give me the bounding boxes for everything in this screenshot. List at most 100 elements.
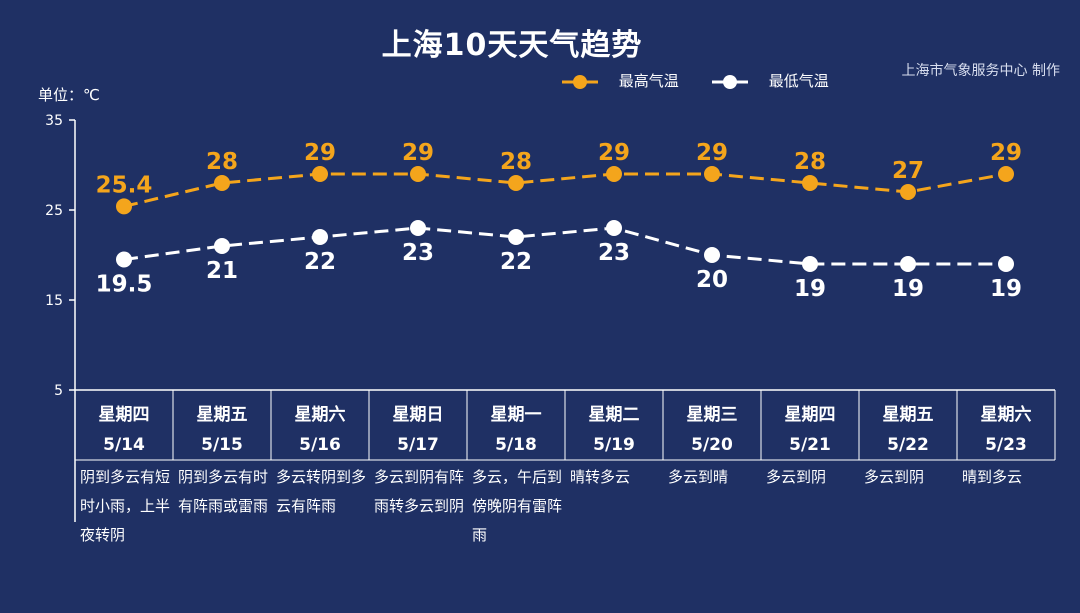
weather-description: 晴到多云 bbox=[962, 468, 1023, 486]
data-label-high: 29 bbox=[696, 140, 728, 166]
data-point-high bbox=[116, 198, 132, 215]
legend-marker-low bbox=[712, 74, 748, 89]
weekday-label: 星期日 bbox=[392, 405, 444, 425]
date-label: 5/20 bbox=[691, 435, 733, 455]
data-label-low: 22 bbox=[304, 249, 336, 275]
y-tick-label: 15 bbox=[45, 293, 63, 309]
day-header: 星期五 5/22 bbox=[859, 400, 957, 460]
data-label-low: 23 bbox=[598, 240, 630, 266]
chart-title: 上海10天天气趋势 bbox=[381, 28, 643, 63]
legend-item-low: 最低气温 bbox=[710, 70, 829, 92]
data-point-high bbox=[704, 166, 720, 182]
day-header: 星期五 5/15 bbox=[173, 400, 271, 460]
date-label: 5/18 bbox=[495, 435, 537, 455]
data-label-low: 20 bbox=[696, 267, 728, 293]
weather-description: 多云到阴 bbox=[864, 468, 925, 486]
weekday-label: 星期三 bbox=[686, 405, 738, 425]
weather-description: 多云转阴到多云有阵雨 bbox=[276, 468, 367, 515]
data-point-low bbox=[802, 256, 818, 272]
day-header: 星期六 5/23 bbox=[957, 400, 1055, 460]
day-header: 星期二 5/19 bbox=[565, 400, 663, 460]
weekday-label: 星期四 bbox=[784, 405, 836, 425]
data-point-high bbox=[214, 175, 230, 191]
day-header: 星期六 5/16 bbox=[271, 400, 369, 460]
data-point-high bbox=[508, 175, 524, 191]
y-tick-label: 25 bbox=[45, 203, 63, 219]
data-label-high: 29 bbox=[304, 140, 336, 166]
data-point-low bbox=[704, 247, 720, 263]
data-label-high: 29 bbox=[990, 140, 1022, 166]
data-point-high bbox=[900, 184, 916, 200]
chart-points bbox=[116, 166, 1014, 272]
data-point-low bbox=[410, 220, 426, 236]
series-line-high bbox=[123, 172, 1007, 208]
data-point-high bbox=[802, 175, 818, 191]
date-label: 5/14 bbox=[103, 435, 145, 455]
data-label-low: 23 bbox=[402, 240, 434, 266]
data-point-low bbox=[606, 220, 622, 236]
weather-description: 阴到多云有时有阵雨或雷雨 bbox=[178, 468, 269, 515]
weather-description: 晴转多云 bbox=[570, 468, 631, 486]
legend-marker-high bbox=[562, 74, 598, 89]
data-label-low: 21 bbox=[206, 258, 238, 284]
data-point-high bbox=[998, 166, 1014, 182]
day-header: 星期四 5/21 bbox=[761, 400, 859, 460]
unit-label: 单位：℃ bbox=[38, 86, 100, 104]
data-point-low bbox=[214, 238, 230, 254]
weekday-label: 星期二 bbox=[588, 405, 640, 425]
legend-label-high: 最高气温 bbox=[618, 72, 679, 90]
day-header: 星期三 5/20 bbox=[663, 400, 761, 460]
data-point-high bbox=[312, 166, 328, 182]
data-label-high: 27 bbox=[892, 158, 924, 184]
data-point-low bbox=[508, 229, 524, 245]
credit-text: 上海市气象服务中心 制作 bbox=[901, 63, 1060, 79]
day-header: 星期一 5/18 bbox=[467, 400, 565, 460]
data-label-high: 28 bbox=[206, 149, 238, 175]
data-point-low bbox=[116, 251, 132, 268]
weekday-label: 星期五 bbox=[882, 405, 934, 425]
date-label: 5/23 bbox=[985, 435, 1027, 455]
day-header: 星期日 5/17 bbox=[369, 400, 467, 460]
weekday-label: 星期一 bbox=[490, 405, 542, 425]
data-point-high bbox=[410, 166, 426, 182]
data-label-low: 19 bbox=[794, 276, 826, 302]
data-point-high bbox=[606, 166, 622, 182]
y-tick-label: 35 bbox=[45, 113, 63, 129]
day-header: 星期四 5/14 bbox=[75, 400, 173, 460]
weather-description: 多云到阴有阵雨转多云到阴 bbox=[374, 468, 465, 515]
date-label: 5/16 bbox=[299, 435, 341, 455]
date-label: 5/19 bbox=[593, 435, 635, 455]
weather-description: 多云到阴 bbox=[766, 468, 827, 486]
data-label-low: 19 bbox=[892, 276, 924, 302]
y-tick-label: 5 bbox=[54, 383, 63, 399]
data-label-low: 22 bbox=[500, 249, 532, 275]
date-label: 5/15 bbox=[201, 435, 243, 455]
date-label: 5/21 bbox=[789, 435, 831, 455]
data-label-high: 28 bbox=[500, 149, 532, 175]
date-label: 5/22 bbox=[887, 435, 929, 455]
data-point-low bbox=[312, 229, 328, 245]
data-label-high: 25.4 bbox=[96, 172, 153, 198]
weekday-label: 星期六 bbox=[294, 405, 346, 425]
weekday-label: 星期六 bbox=[980, 405, 1032, 425]
data-label-high: 29 bbox=[598, 140, 630, 166]
weather-description: 多云到晴 bbox=[668, 468, 729, 486]
legend-label-low: 最低气温 bbox=[768, 72, 829, 90]
series-line-low bbox=[123, 226, 1006, 266]
chart-lines bbox=[123, 172, 1007, 266]
data-label-high: 29 bbox=[402, 140, 434, 166]
legend-item-high: 最高气温 bbox=[560, 70, 679, 92]
chart-value-labels: 25.4 28 29 29 28 29 29 28 27 29 19.5 21 22 23 22 23 20 19… bbox=[96, 140, 1022, 302]
data-point-low bbox=[900, 256, 916, 272]
date-label: 5/17 bbox=[397, 435, 439, 455]
data-label-low: 19 bbox=[990, 276, 1022, 302]
chart-axes: 5 15 25 35 bbox=[45, 113, 1056, 522]
data-label-high: 28 bbox=[794, 149, 826, 175]
weekday-label: 星期四 bbox=[98, 405, 150, 425]
data-point-low bbox=[998, 256, 1014, 272]
weather-description: 阴到多云有短时小雨，上半夜转阴 bbox=[80, 468, 171, 544]
weather-description: 多云，午后到傍晚阴有雷阵雨 bbox=[472, 468, 563, 544]
data-label-low: 19.5 bbox=[96, 272, 153, 298]
weekday-label: 星期五 bbox=[196, 405, 248, 425]
